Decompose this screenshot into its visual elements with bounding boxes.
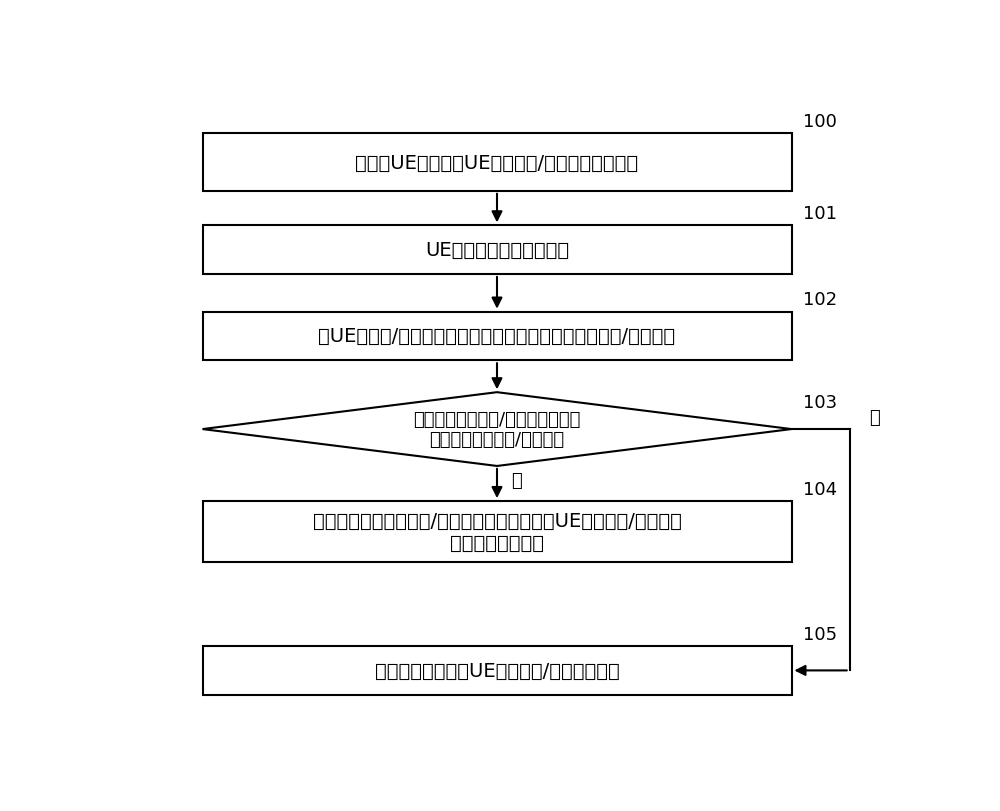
Text: 101: 101 xyxy=(803,205,837,223)
Text: 当UE要关断/休眠小基站时，在空口上向小基站发送关断/休眠命令: 当UE要关断/休眠小基站时，在空口上向小基站发送关断/休眠命令 xyxy=(318,327,676,346)
Bar xyxy=(202,501,792,563)
Text: 预先在UE上配置该UE能够关断/休眠的小基站标识: 预先在UE上配置该UE能够关断/休眠的小基站标识 xyxy=(355,153,639,173)
Text: 小基站接收该关断/休眠命令，判断
当前是否满足关断/休眠条件: 小基站接收该关断/休眠命令，判断 当前是否满足关断/休眠条件 xyxy=(413,410,581,449)
Text: 100: 100 xyxy=(803,113,837,131)
Text: 是: 是 xyxy=(511,471,522,489)
Text: 否: 否 xyxy=(869,409,880,427)
Text: UE与小基站建立空口连接: UE与小基站建立空口连接 xyxy=(425,241,569,260)
Text: 小基站在空口上向UE返回关断/休眠失败消息: 小基站在空口上向UE返回关断/休眠失败消息 xyxy=(375,661,619,680)
Bar xyxy=(202,312,792,361)
Text: 小基站对自身进行关断/休眠操作，在空口上向UE返回关断/休眠完成
消息，本流程结束: 小基站对自身进行关断/休眠操作，在空口上向UE返回关断/休眠完成 消息，本流程结… xyxy=(313,512,681,552)
Bar xyxy=(202,646,792,695)
Bar xyxy=(202,134,792,191)
Text: 104: 104 xyxy=(803,480,837,498)
Text: 105: 105 xyxy=(803,625,837,643)
Text: 103: 103 xyxy=(803,393,837,411)
Text: 102: 102 xyxy=(803,291,837,309)
Bar xyxy=(202,226,792,275)
Polygon shape xyxy=(202,393,792,466)
